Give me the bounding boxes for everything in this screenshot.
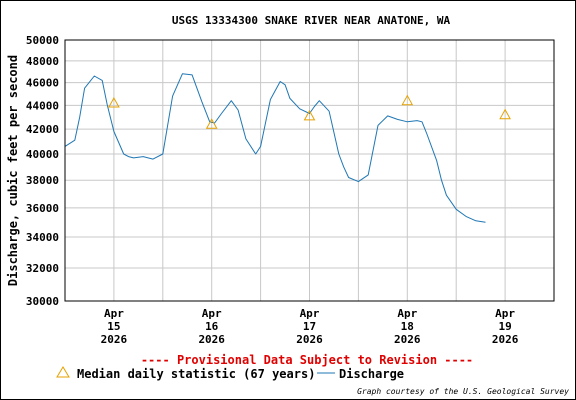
y-tick-label: 32000 xyxy=(26,262,59,275)
y-tick-label: 34000 xyxy=(26,231,59,244)
y-tick-labels: 30000 32000 34000 36000 38000 40000 42000 44000… xyxy=(26,34,59,308)
grid-lines xyxy=(65,40,554,301)
median-marker xyxy=(108,96,120,108)
x-tick-label: Apr xyxy=(202,307,222,320)
y-axis-label: Discharge, cubic feet per second xyxy=(6,55,20,286)
discharge-line xyxy=(64,73,486,223)
y-tick-label: 48000 xyxy=(26,55,59,68)
y-tick-label: 38000 xyxy=(26,174,59,187)
x-tick-label: Apr xyxy=(397,307,417,320)
plot-frame xyxy=(64,39,555,302)
median-marker xyxy=(401,94,414,106)
x-tick-label: Apr xyxy=(495,307,515,320)
provisional-note: ---- Provisional Data Subject to Revisio… xyxy=(141,353,473,367)
legend-discharge-label: Discharge xyxy=(339,367,404,381)
x-tick-label: 2026 xyxy=(394,333,421,346)
y-tick-label: 44000 xyxy=(26,99,59,112)
x-tick-label: Apr xyxy=(104,307,124,320)
y-tick-label: 40000 xyxy=(26,148,59,161)
x-tick-label: 2026 xyxy=(101,333,128,346)
y-tick-label: 36000 xyxy=(26,202,59,215)
legend-median-label: Median daily statistic (67 years) xyxy=(77,367,315,381)
x-tick-label: 18 xyxy=(401,320,414,333)
y-tick-label: 46000 xyxy=(26,77,59,90)
chart-title: USGS 13334300 SNAKE RIVER NEAR ANATONE, … xyxy=(172,14,451,27)
x-tick-labels: Apr152026Apr162026Apr172026Apr182026Apr1… xyxy=(101,307,519,346)
x-tick-label: 2026 xyxy=(198,333,225,346)
x-tick-label: 16 xyxy=(205,320,219,333)
median-marker xyxy=(205,118,218,129)
legend-median-triangle-icon xyxy=(56,366,70,378)
credit-text: Graph courtesy of the U.S. Geological Su… xyxy=(357,387,569,396)
median-marker xyxy=(303,109,316,121)
y-tick-label: 30000 xyxy=(26,295,59,308)
median-markers xyxy=(108,94,511,129)
x-tick-label: 19 xyxy=(498,320,511,333)
x-tick-label: 2026 xyxy=(296,333,323,346)
y-tick-label: 42000 xyxy=(26,123,59,136)
x-tick-label: 2026 xyxy=(492,333,519,346)
x-tick-label: 15 xyxy=(107,320,120,333)
x-tick-label: Apr xyxy=(300,307,320,320)
median-marker xyxy=(499,108,511,120)
y-tick-label: 50000 xyxy=(26,34,59,47)
data-series xyxy=(64,73,486,223)
legend: Median daily statistic (67 years) Discha… xyxy=(56,366,404,381)
x-tick-label: 17 xyxy=(303,320,316,333)
